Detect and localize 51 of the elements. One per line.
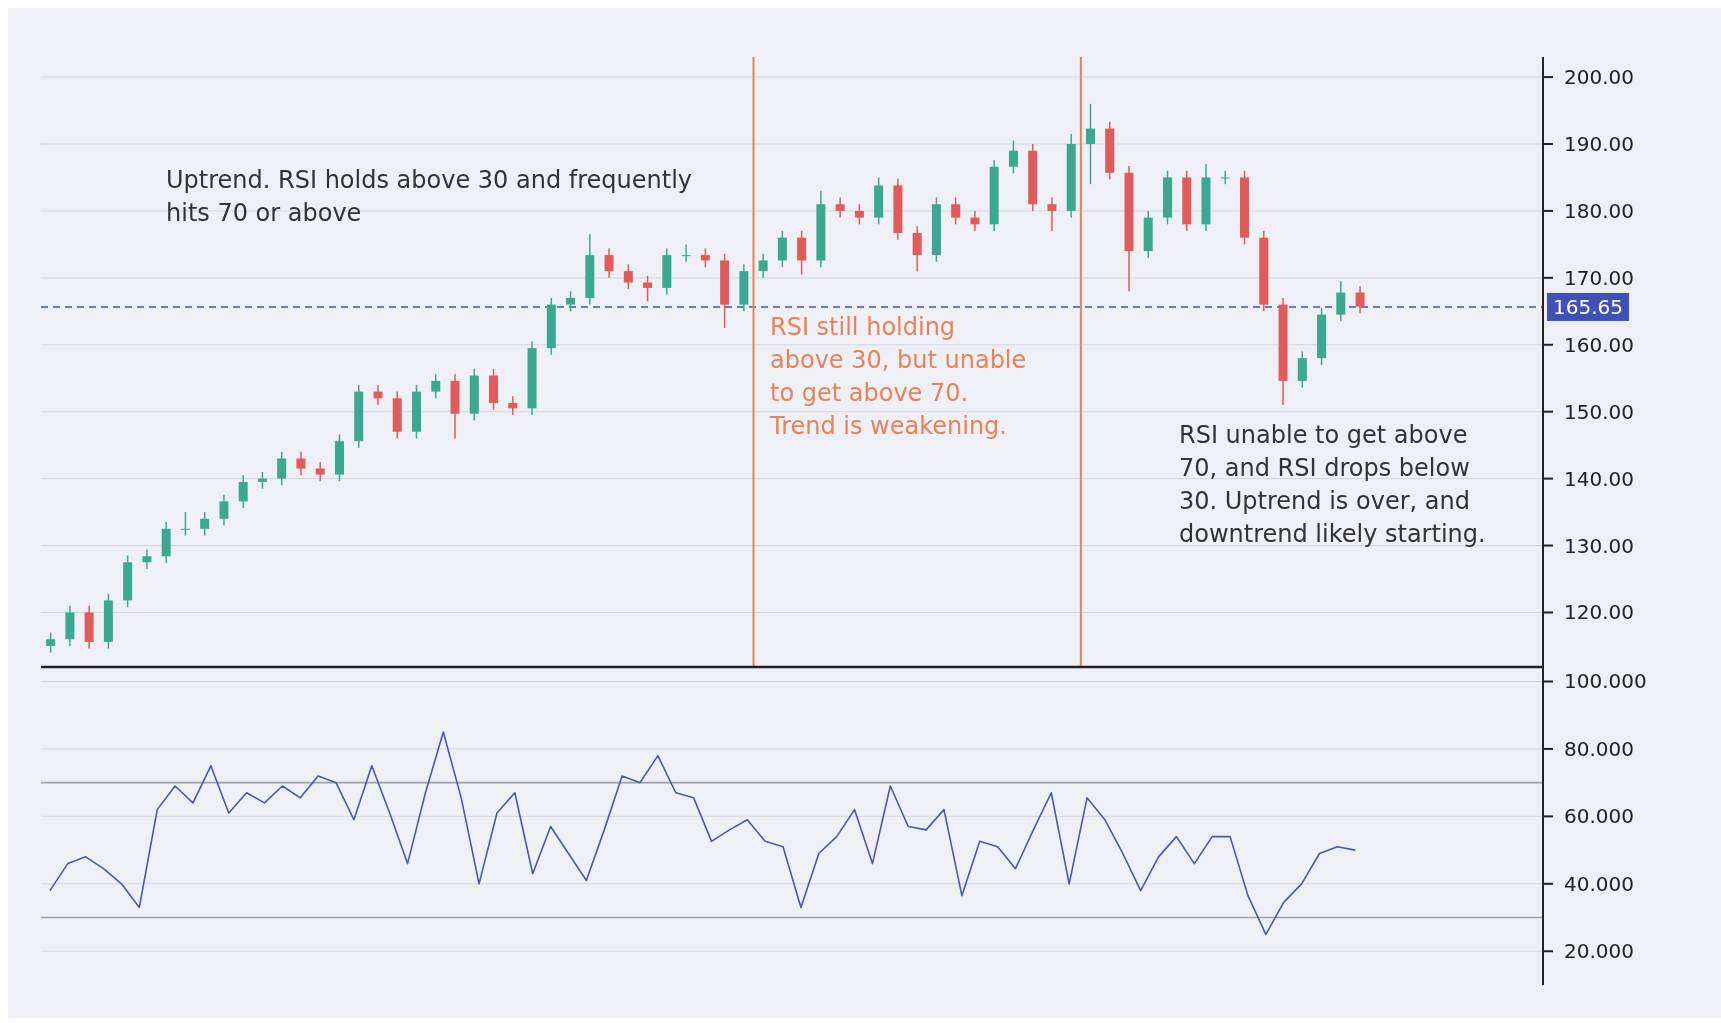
candlestick	[1008, 139, 1018, 175]
candlestick	[854, 203, 864, 226]
candlestick	[700, 247, 710, 268]
candlestick	[200, 511, 210, 537]
candlestick	[431, 373, 441, 400]
y-tick-label: 20.000	[1564, 939, 1634, 964]
y-tick-label: 60.000	[1564, 804, 1634, 829]
candlestick	[681, 243, 691, 263]
candlestick	[643, 275, 653, 303]
line-series	[49, 731, 1357, 936]
annotation: RSI unable to get above 70, and RSI drops below 30. Uptrend is over, and downtrend likely starting.	[1179, 421, 1486, 548]
candlestick	[623, 263, 633, 290]
annotation: RSI still holding above 30, but unable to get above 70. Trend is weakening.	[769, 313, 1027, 440]
candlestick	[142, 548, 152, 570]
candlestick	[1297, 350, 1307, 389]
candlestick	[951, 196, 961, 226]
candlestick	[1355, 285, 1365, 315]
candlestick	[1085, 103, 1095, 185]
candlestick	[835, 196, 845, 219]
y-tick-label: 80.000	[1564, 736, 1634, 761]
candlestick	[238, 474, 248, 509]
ref-line-label: 165.65	[1553, 294, 1623, 319]
candlestick	[373, 384, 383, 406]
y-tick-label: 200.00	[1564, 65, 1634, 90]
candlestick	[180, 511, 190, 537]
candlestick	[604, 247, 614, 279]
y-tick-label: 120.00	[1564, 600, 1634, 625]
candlestick	[970, 210, 980, 232]
y-tick-label: 40.000	[1564, 871, 1634, 896]
candlestick	[566, 290, 576, 313]
candlestick	[296, 451, 306, 477]
candlestick	[777, 230, 787, 268]
candlestick	[912, 225, 922, 272]
candlestick	[508, 395, 518, 416]
candlestick	[277, 451, 287, 487]
y-tick-label: 140.00	[1564, 466, 1634, 491]
candlestick	[797, 230, 807, 276]
y-tick-label: 100.000	[1564, 669, 1647, 694]
candlestick	[758, 253, 768, 279]
y-tick-label: 170.00	[1564, 265, 1634, 290]
candlestick	[219, 493, 229, 527]
y-tick-label: 130.00	[1564, 533, 1634, 558]
annotation: Uptrend. RSI holds above 30 and frequently hits 70 or above	[166, 166, 692, 227]
candlestick	[46, 631, 56, 654]
candlestick	[315, 461, 325, 483]
candlestick	[1047, 196, 1057, 232]
y-tick-label: 180.00	[1564, 198, 1634, 223]
y-tick-label: 190.00	[1564, 132, 1634, 156]
y-tick-label: 150.00	[1564, 399, 1634, 424]
y-tick-label: 160.00	[1564, 332, 1634, 357]
candlestick	[1336, 280, 1346, 323]
